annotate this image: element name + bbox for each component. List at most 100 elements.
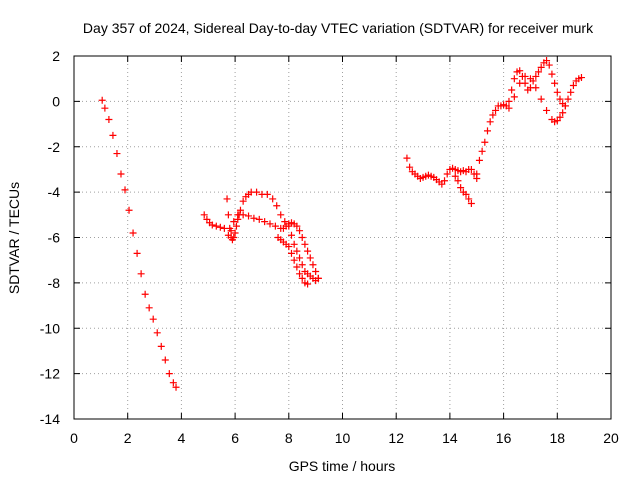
data-point (223, 195, 231, 203)
data-point (172, 383, 180, 391)
data-point (516, 79, 524, 87)
data-point (309, 261, 317, 269)
data-point (261, 218, 269, 226)
data-point (113, 150, 121, 158)
data-point (532, 84, 540, 92)
data-point (231, 229, 239, 237)
data-point (298, 274, 306, 282)
x-tick-label: 8 (285, 430, 293, 446)
data-point (200, 211, 208, 219)
data-point (153, 329, 161, 337)
y-tick-label: -2 (48, 139, 61, 155)
data-point (230, 234, 238, 241)
y-tick-labels: -14 -12 -10 -8 -6 -4 -2 0 2 (40, 48, 60, 427)
data-point (548, 70, 556, 78)
data-point (224, 211, 232, 219)
x-tick-label: 0 (70, 430, 78, 446)
data-point (230, 218, 238, 226)
gridlines (74, 56, 611, 419)
data-point (553, 88, 561, 96)
data-point (543, 106, 551, 114)
x-tick-label: 12 (388, 430, 404, 446)
data-point (406, 163, 414, 171)
data-point (304, 280, 312, 288)
data-marks (98, 57, 585, 391)
x-tick-label: 6 (231, 430, 239, 446)
data-point (263, 190, 271, 198)
data-point (516, 67, 524, 75)
data-point (269, 195, 277, 203)
data-point (101, 104, 109, 112)
data-point (510, 75, 518, 83)
data-point (505, 97, 513, 105)
plot-frame (73, 55, 612, 420)
data-point (287, 249, 295, 257)
data-point (537, 63, 545, 71)
data-point (137, 270, 145, 278)
data-point (216, 223, 224, 231)
data-point (306, 254, 314, 262)
data-point (301, 240, 309, 248)
data-point (304, 247, 312, 255)
data-point (567, 88, 575, 96)
data-point (403, 154, 411, 162)
data-point (208, 221, 216, 229)
data-point (250, 214, 258, 222)
data-point (157, 342, 165, 350)
x-tick-label: 18 (550, 430, 566, 446)
data-point (467, 165, 475, 173)
data-point (121, 186, 129, 194)
y-tick-label: -12 (40, 366, 60, 382)
data-point (521, 72, 529, 80)
data-point (486, 118, 494, 126)
data-point (483, 127, 491, 135)
y-axis-label: SDTVAR / TECUs (6, 182, 22, 294)
data-point (314, 274, 322, 282)
data-point (441, 177, 449, 185)
x-tick-label: 16 (496, 430, 512, 446)
data-point (271, 222, 279, 230)
data-point (290, 240, 298, 248)
data-point (236, 206, 244, 214)
data-point (556, 113, 564, 121)
data-point (169, 379, 177, 387)
data-point (285, 243, 293, 251)
y-tick-label: -6 (48, 230, 61, 246)
data-point (253, 188, 261, 196)
data-point (526, 75, 534, 83)
data-point (298, 234, 306, 241)
data-point (543, 57, 551, 65)
data-point (293, 222, 301, 230)
data-point (467, 199, 475, 207)
data-point (556, 95, 564, 103)
x-tick-label: 20 (603, 430, 619, 446)
data-point (212, 222, 220, 230)
data-point (569, 81, 577, 89)
data-point (451, 172, 459, 180)
data-point (492, 106, 500, 114)
data-point (462, 190, 470, 198)
data-point (287, 231, 295, 239)
data-point (232, 222, 240, 230)
data-point (312, 268, 320, 276)
y-tick-label: 2 (52, 48, 60, 64)
data-point (105, 116, 113, 124)
data-point (293, 263, 301, 271)
data-point (281, 218, 289, 226)
data-point (454, 177, 462, 185)
data-point (145, 304, 153, 312)
data-point (165, 370, 173, 378)
data-point (296, 227, 304, 235)
y-tick-label: -8 (48, 275, 61, 291)
x-tick-label: 10 (335, 430, 351, 446)
data-point (510, 93, 518, 101)
data-point (224, 231, 232, 239)
x-tick-label: 2 (124, 430, 132, 446)
data-point (290, 256, 298, 264)
data-point (561, 102, 569, 110)
data-point (559, 109, 567, 117)
data-point (473, 170, 481, 178)
data-point (125, 206, 133, 214)
data-point (141, 290, 149, 298)
